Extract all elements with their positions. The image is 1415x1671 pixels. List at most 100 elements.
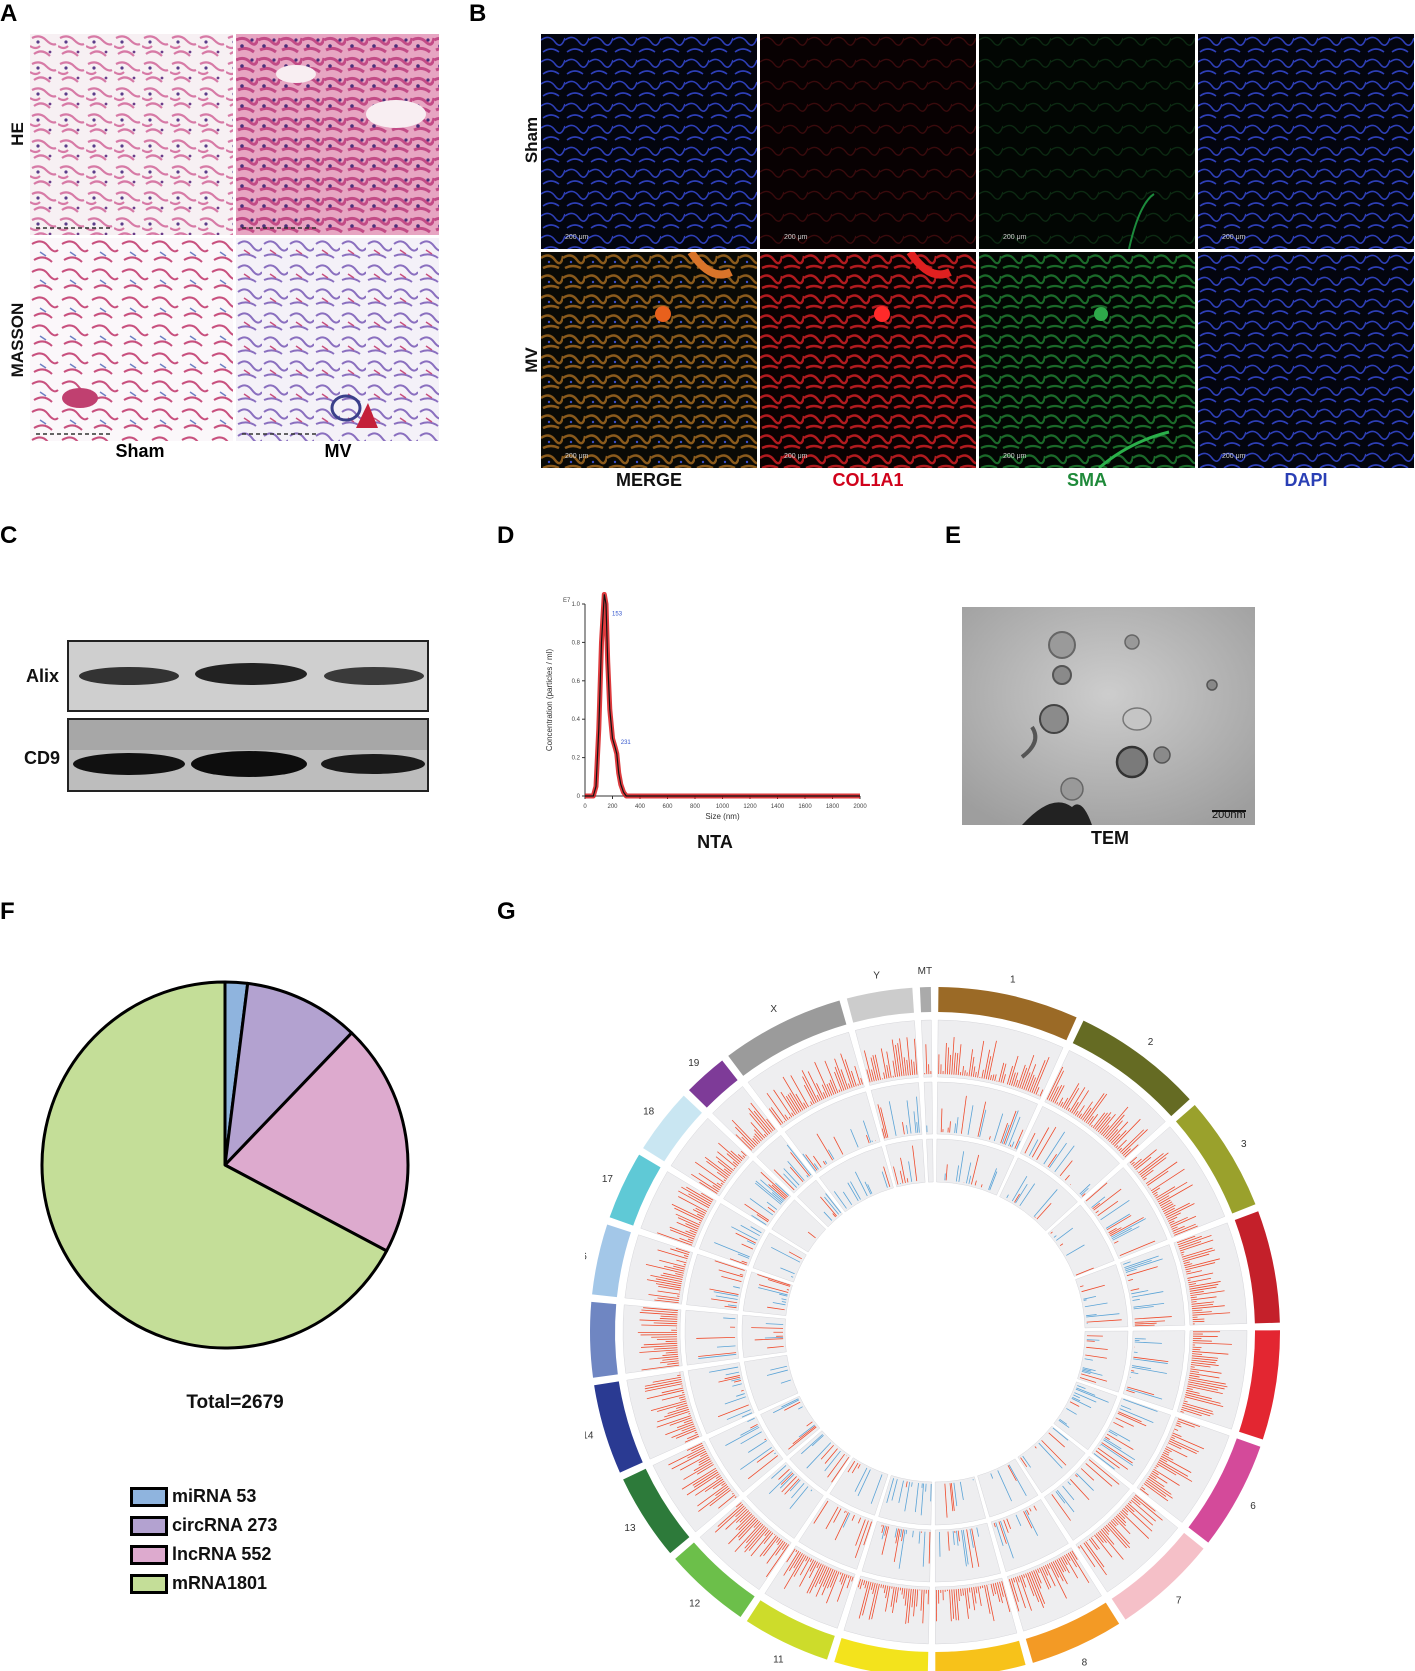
circos-mark-mid: [880, 1107, 889, 1138]
masson-mv-texture: [236, 238, 439, 441]
circos-mark-up: [1149, 1474, 1157, 1480]
circos-mark-mid: [1069, 1479, 1090, 1501]
circos-mark-inner: [1082, 1368, 1092, 1372]
circos-mark-up: [1067, 1107, 1071, 1112]
circos-mark-mid: [766, 1201, 778, 1210]
circos-mark-mid: [731, 1378, 741, 1382]
circos-mark-up: [975, 1586, 978, 1594]
circos-mark-mid: [1106, 1433, 1134, 1450]
circos-mark-up: [975, 1071, 977, 1078]
circos-mark-mid: [1114, 1240, 1119, 1244]
chromosome-label: 7: [1176, 1596, 1182, 1607]
circos-mark-up: [1176, 1235, 1196, 1244]
circos-mark-up: [1155, 1465, 1159, 1468]
circos-mark-mid: [747, 1417, 755, 1423]
circos-mark-inner: [1081, 1373, 1108, 1382]
circos-mark-up: [1190, 1368, 1222, 1374]
y-tick-label: 0.2: [572, 756, 581, 762]
circos-mark-up: [1056, 1102, 1059, 1105]
circos-mark-up: [679, 1237, 693, 1244]
circos-mark-mid: [741, 1260, 748, 1264]
circos-mark-up: [683, 1263, 686, 1266]
circos-mark-mid: [768, 1184, 786, 1200]
circos-mark-up: [1035, 1569, 1042, 1584]
circos-mark-up: [1146, 1479, 1173, 1499]
circos-mark-inner: [867, 1184, 873, 1194]
circos-mark-up: [675, 1213, 701, 1226]
circos-mark-mid: [1059, 1160, 1073, 1177]
circos-mark-up: [1041, 1566, 1052, 1588]
circos-mark-up: [1006, 1065, 1014, 1085]
circos-mark-mid: [995, 1522, 1004, 1546]
circos-mark-up: [1184, 1396, 1224, 1408]
circos-track-bg: [626, 1371, 703, 1460]
circos-mark-up: [698, 1487, 730, 1512]
circos-mark-inner: [911, 1482, 913, 1487]
legend-label-mirna: miRNA 53: [172, 1486, 257, 1506]
circos-mark-up: [1110, 1133, 1121, 1144]
pie-slice-mrna: [40, 980, 389, 1350]
circos-mark-up: [946, 1047, 950, 1075]
circos-mark-mid: [779, 1473, 795, 1489]
circos-mark-up: [709, 1489, 732, 1507]
circos-mark-mid: [906, 1100, 912, 1134]
circos-mark-up: [925, 1044, 928, 1075]
circos-mark-up: [1015, 1577, 1026, 1609]
circos-mark-up: [816, 1083, 825, 1100]
circos-mark-up: [805, 1556, 809, 1562]
circos-mark-mid: [1127, 1386, 1155, 1396]
circos-mark-up: [660, 1360, 679, 1364]
circos-mark-mid: [949, 1121, 951, 1133]
circos-mark-up: [1097, 1116, 1111, 1133]
x-axis-label: Size (nm): [705, 812, 740, 821]
circos-mark-up: [1185, 1270, 1191, 1273]
circos-mark-up: [1192, 1346, 1202, 1349]
circos-mark-inner: [1084, 1302, 1108, 1308]
pie-total-label: Total=2679: [186, 1392, 284, 1413]
circos-mark-up: [1031, 1571, 1046, 1604]
circos-mark-mid: [806, 1175, 809, 1178]
circos-mark-inner: [1056, 1227, 1074, 1241]
chromosome-label: 3: [1241, 1139, 1247, 1150]
x-tick-label: 1200: [743, 804, 757, 810]
circos-mark-mid: [1095, 1210, 1099, 1214]
circos-mark-mid: [733, 1380, 742, 1383]
circos-mark-up: [791, 1112, 795, 1117]
chromosome-band-9: [935, 1640, 1026, 1671]
circos-mark-mid: [784, 1478, 800, 1495]
circos-mark-up: [847, 1575, 850, 1579]
circos-mark-mid: [1119, 1240, 1156, 1256]
circos-mark-up: [964, 1070, 966, 1076]
circos-mark-up: [1078, 1546, 1081, 1549]
chromosome-label: X: [770, 1004, 777, 1015]
circos-mark-up: [1163, 1451, 1169, 1456]
circos-mark-mid: [736, 1393, 745, 1397]
circos-mark-up: [1191, 1303, 1214, 1307]
circos-mark-up: [994, 1582, 1001, 1602]
chromosome-label: 11: [773, 1654, 784, 1665]
chromosome-band-x: [728, 1000, 847, 1076]
if-mv-merge: 200 μm: [541, 252, 757, 468]
circos-mark-up: [717, 1160, 733, 1173]
circos-mark-up: [1090, 1124, 1093, 1127]
circos-mark-up: [1118, 1512, 1126, 1520]
circos-mark-up: [1037, 1568, 1040, 1574]
pie-slice-lncrna: [223, 1031, 410, 1253]
circos-track-bg: [624, 1234, 694, 1305]
circos-mark-inner: [788, 1251, 802, 1260]
circos-mark-mid: [862, 1120, 872, 1143]
circos-mark-up: [809, 1558, 813, 1563]
circos-mark-mid: [1081, 1193, 1086, 1197]
circos-mark-up: [1123, 1507, 1129, 1513]
circos-mark-up: [816, 1094, 821, 1102]
circos-mark-up: [1186, 1387, 1193, 1390]
circos-track-bg: [1019, 1106, 1120, 1199]
circos-mark-up: [656, 1415, 692, 1428]
circos-mark-up: [1054, 1085, 1065, 1104]
chromosome-band-y: [846, 987, 914, 1023]
circos-mark-up: [667, 1362, 679, 1365]
circos-mark-mid: [774, 1452, 776, 1455]
circos-mark-up: [885, 1585, 891, 1612]
circos-mark-up: [1187, 1383, 1218, 1391]
circos-mark-up: [1155, 1186, 1176, 1199]
